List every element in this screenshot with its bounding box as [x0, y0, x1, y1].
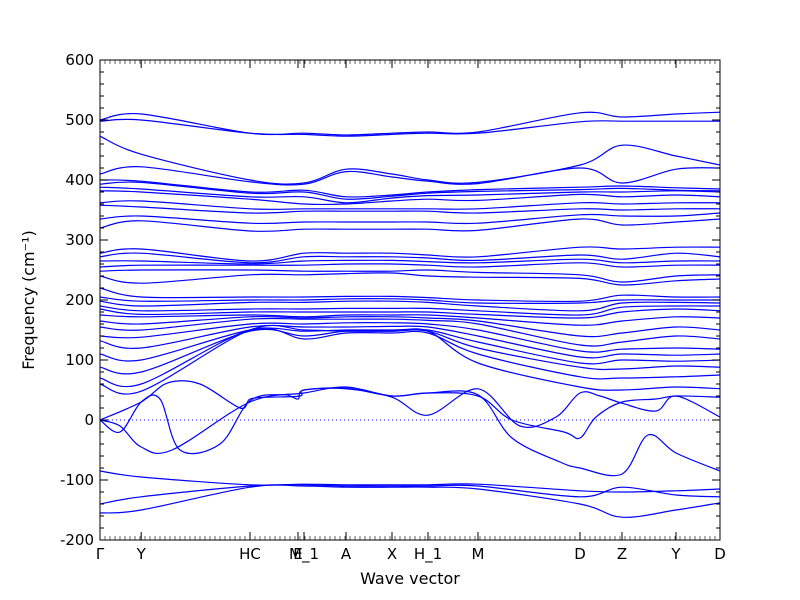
x-tick-label: H_1 — [414, 545, 442, 564]
series-line-30 — [100, 328, 720, 375]
series-line-7 — [100, 186, 720, 204]
x-tick-label: Y — [670, 545, 681, 563]
series-line-19 — [100, 287, 720, 303]
series-line-13 — [100, 246, 720, 262]
y-axis-label: Frequency (cm⁻¹) — [19, 230, 38, 369]
x-ticks: Γ Y HC EM_1 A X H_1 M D Z Y D — [96, 60, 726, 564]
series-line-16 — [100, 262, 720, 268]
x-tick-label: M — [472, 545, 485, 563]
series-line-37 — [100, 484, 720, 505]
series-line-11 — [100, 212, 720, 225]
series-line-27 — [100, 322, 720, 353]
y-tick-label: 0 — [84, 411, 94, 429]
plot-area: -200 -100 0 100 200 300 400 500 600 Γ Y HC EM_1 A X H_… — [60, 51, 726, 564]
x-tick-label: X — [387, 545, 397, 563]
y-tick-label: -100 — [60, 471, 94, 489]
series-line-9 — [100, 200, 720, 210]
y-tick-label: 300 — [65, 231, 94, 249]
series-line-1 — [100, 111, 720, 136]
y-tick-label: 400 — [65, 171, 94, 189]
series-line-25 — [100, 315, 720, 338]
series-line-3 — [100, 135, 720, 185]
y-tick-label: -200 — [60, 531, 94, 549]
series-line-35 — [100, 386, 720, 477]
series-line-6 — [100, 181, 720, 200]
series-line-26 — [100, 317, 720, 347]
series-line-8 — [100, 190, 720, 206]
series-line-4 — [100, 166, 720, 186]
x-tick-label: D — [574, 545, 586, 563]
x-tick-label: HC — [239, 545, 261, 563]
series-line-17 — [100, 269, 720, 283]
y-tick-label: 100 — [65, 351, 94, 369]
series-line-31 — [100, 327, 720, 388]
x-tick-label: A — [341, 545, 352, 563]
series-line-18 — [100, 272, 720, 286]
series-line-23 — [100, 308, 720, 319]
x-tick-label: Y — [136, 545, 147, 563]
series-line-2 — [100, 118, 720, 137]
series-line-15 — [100, 258, 720, 265]
series-line-28 — [100, 324, 720, 359]
series-line-38 — [100, 484, 720, 518]
x-tick-label: D — [714, 545, 726, 563]
y-tick-label: 500 — [65, 111, 94, 129]
y-tick-label: 600 — [65, 51, 94, 69]
series-group — [100, 111, 720, 518]
series-line-32 — [100, 324, 720, 395]
series-line-21 — [100, 300, 720, 312]
series-line-12 — [100, 218, 720, 232]
series-line-36 — [100, 470, 720, 493]
series-line-24 — [100, 314, 720, 326]
y-tick-label: 200 — [65, 291, 94, 309]
x-tick-label: M_1 — [289, 545, 319, 564]
x-tick-label: E — [293, 545, 302, 563]
series-line-22 — [100, 305, 720, 316]
series-line-20 — [100, 296, 720, 304]
series-line-10 — [100, 204, 720, 214]
series-line-5 — [100, 179, 720, 198]
x-tick-label: Γ — [96, 545, 105, 563]
series-line-14 — [100, 252, 720, 264]
x-axis-label: Wave vector — [360, 569, 460, 588]
y-ticks: -200 -100 0 100 200 300 400 500 600 — [60, 51, 720, 549]
x-tick-label: Z — [617, 545, 627, 563]
